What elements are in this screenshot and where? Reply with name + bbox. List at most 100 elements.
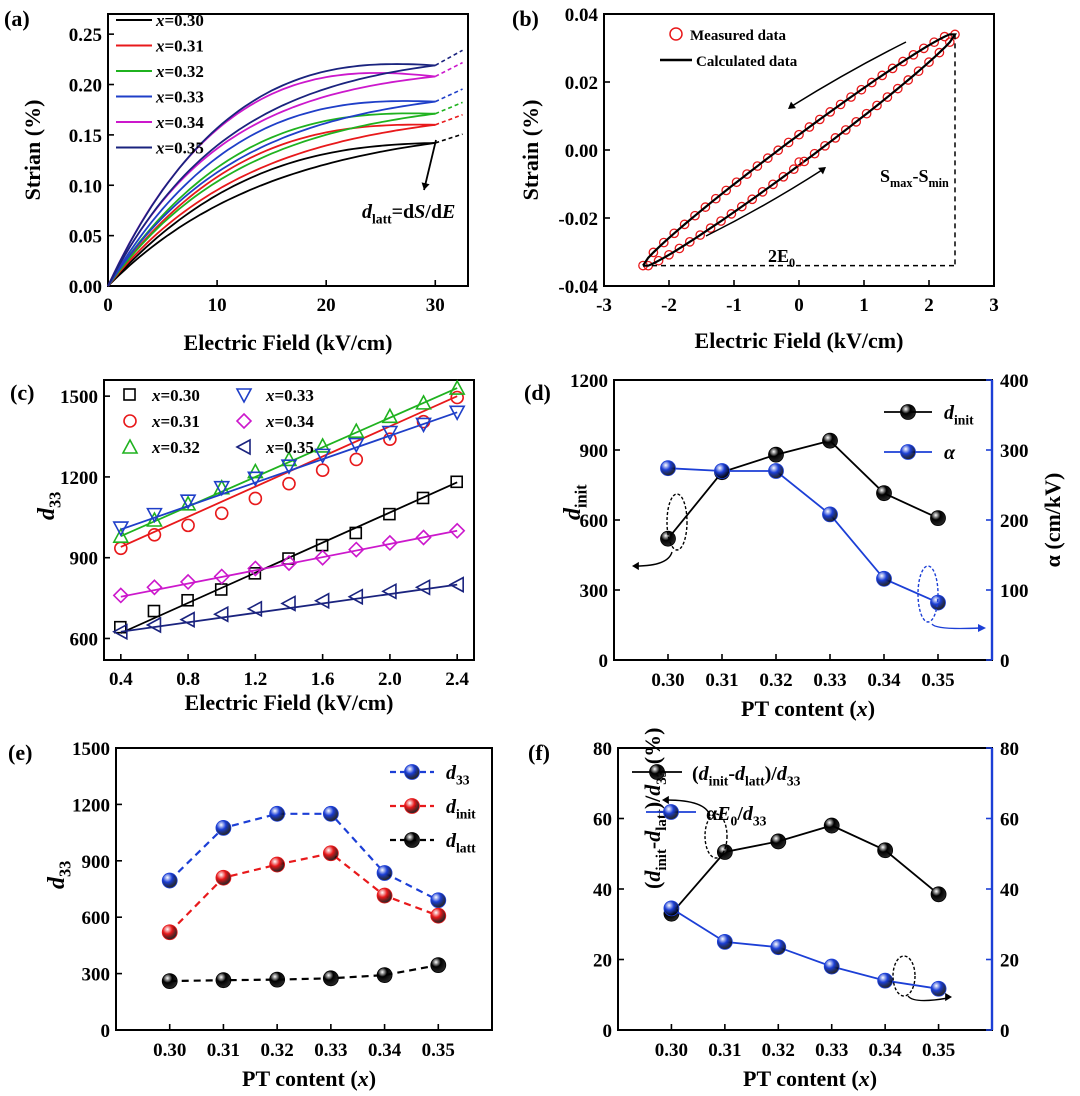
panel-e-ylabel: d33	[44, 861, 75, 889]
panel-c-legend-marker-3	[235, 388, 253, 404]
panel-b-measured-point	[835, 99, 846, 110]
panel-b-xtick-label: -1	[726, 295, 742, 316]
panel-a-series-0-fit-extension	[435, 133, 463, 144]
panel-c-series-5-fit	[120, 583, 458, 633]
panel-d-series-0-point	[822, 432, 838, 449]
panel-a-annotation-arrowhead	[421, 182, 430, 190]
panel-e-series-1-point	[376, 887, 393, 904]
panel-f-series-1-point	[663, 900, 680, 917]
panel-d-arrow-right	[931, 623, 981, 630]
panel-c-series-4-point	[415, 529, 432, 546]
panel-f-ylabel-left-part: init	[654, 849, 670, 871]
panel-b-xtick-label: 3	[989, 295, 999, 316]
panel-a-series-1-descending	[107, 123, 436, 287]
panel-f-xtick-label: 0.32	[762, 1040, 795, 1061]
panel-c-xtick-label: 0.8	[176, 669, 200, 690]
panel-d-ellipse-left	[666, 493, 688, 551]
panel-c-legend-label-3: x=0.33	[265, 386, 314, 405]
panel-f-legend-label-0-part: d	[777, 763, 788, 785]
panel-e-xtick-label: 0.35	[422, 1040, 455, 1061]
panel-a-legend-label-4-part: x	[155, 113, 165, 132]
panel-a-annotation-part: S	[414, 201, 425, 223]
panel-f-legend-label-0-part: )/	[765, 763, 778, 785]
panel-f-series-1-point	[930, 980, 947, 997]
panel-d-ytick-label-left: 900	[580, 441, 609, 462]
panel-d-series-0-point	[660, 530, 676, 547]
panel-b-measured-point	[877, 70, 888, 81]
panel-e-legend-label-2-part: d	[446, 830, 457, 852]
panel-a-series-3-fit-extension	[434, 88, 463, 103]
panel-a-series-3-ascending	[107, 100, 436, 287]
panel-d-legend-label-0: dinit	[944, 402, 974, 428]
panel-c-series-2-point	[448, 379, 466, 395]
panel-b-measured-point	[664, 249, 674, 260]
panel-c-ytick-label: 900	[70, 549, 99, 570]
panel-b-xtick-label: -3	[596, 295, 612, 316]
panel-b-arrow-upper	[791, 41, 907, 107]
panel-e-series-0-point	[430, 892, 447, 909]
panel-f-arrow-right	[907, 995, 949, 1002]
panel-e-legend-label-1-part: d	[446, 796, 457, 818]
panel-b-measured-point	[840, 125, 851, 135]
panel-f-arrowhead-left	[662, 795, 669, 805]
panel-c-series-3-point	[448, 405, 466, 421]
panel-e-legend-label-1-part: init	[456, 807, 476, 822]
panel-f-legend-label-0-part: d	[699, 763, 710, 785]
panel-c-series-3-point	[415, 417, 432, 434]
panel-f-ylabel-left-part: (	[640, 882, 665, 889]
panel-d-ytick-label-right: 100	[1000, 581, 1029, 602]
panel-c-series-5-point	[448, 576, 464, 593]
panel-a-xtick-label: 30	[426, 295, 445, 316]
panel-f-legend-label-1-part: 33	[753, 814, 767, 829]
panel-b-measured-point	[716, 216, 726, 226]
panel-c-xtick-label: 1.6	[311, 669, 335, 690]
panel-f-legend-label-0-part: latt	[745, 774, 765, 789]
panel-e-ytick-label-left: 300	[82, 965, 111, 986]
panel-b-annotation-smax-smin: Smax-Smin	[880, 166, 949, 190]
panel-a-legend-label-5: x=0.35	[155, 139, 204, 158]
panel-b-measured-point	[861, 108, 872, 119]
panel-a-frame	[107, 13, 469, 287]
panel-e-series-2-point	[322, 970, 339, 987]
panel-f-legend-label-1-part: /	[736, 803, 743, 825]
panel-b-measured-point	[825, 107, 836, 117]
panel-c-series-1-point	[248, 491, 263, 506]
panel-c-series-3-point	[381, 425, 399, 442]
panel-b-measured-point	[898, 56, 908, 67]
panel-a-ytick-label: 0.10	[69, 176, 102, 197]
panel-c-legend-label-0-part: x	[151, 386, 161, 405]
panel-b-measured-point	[695, 230, 706, 240]
panel-c-series-4-fit	[120, 529, 458, 598]
panel-a-legend-label-2-part: x	[155, 62, 165, 81]
panel-d-legend-label-0-part: init	[954, 413, 974, 428]
panel-b-xtick-label: 2	[924, 295, 934, 316]
panel-c-legend-label-3-part: x	[265, 386, 275, 405]
panel-c-series-2-point	[415, 394, 432, 410]
panel-b-annotation-smax-smin-part: max	[890, 176, 913, 190]
panel-f-legend-label-0-part: d	[735, 763, 746, 785]
panel-c-series-1-point	[315, 463, 330, 477]
panel-b-legend-marker-measured	[669, 27, 683, 41]
panel-b-measured-point	[809, 148, 820, 159]
panel-b-measured-point	[721, 185, 732, 196]
panel-a-legend-label-0: x=0.30	[155, 11, 204, 30]
panel-b-measured-point	[736, 201, 747, 212]
panel-a-series-5-descending	[107, 63, 436, 287]
panel-a-legend-label-4-part: =0.34	[165, 113, 205, 132]
panel-f-ellipse-right	[892, 955, 916, 997]
panel-c-legend-marker-5	[235, 438, 251, 456]
panel-f-ylabel-left: (dinit-dlatt)/d33 (%)	[640, 728, 670, 889]
panel-a-series-0-ascending	[107, 142, 436, 287]
panel-a-legend-label-1-part: x	[155, 37, 165, 56]
panel-c-legend-marker-1	[123, 414, 137, 428]
panel-c-series-0-point	[383, 507, 396, 521]
panel-e-series-0-point	[215, 820, 232, 836]
panel-b-measured-point	[872, 100, 882, 111]
panel-c-series-5-point	[213, 605, 229, 623]
panel-d-ytick-label-right: 200	[1000, 511, 1029, 532]
panel-c-series-4-point	[314, 549, 331, 566]
panel-c-series-1-point	[349, 452, 364, 467]
panel-c-series-4-point	[146, 579, 163, 596]
panel-c-series-1-point	[450, 390, 464, 405]
panel-b-measured-point	[757, 187, 768, 197]
